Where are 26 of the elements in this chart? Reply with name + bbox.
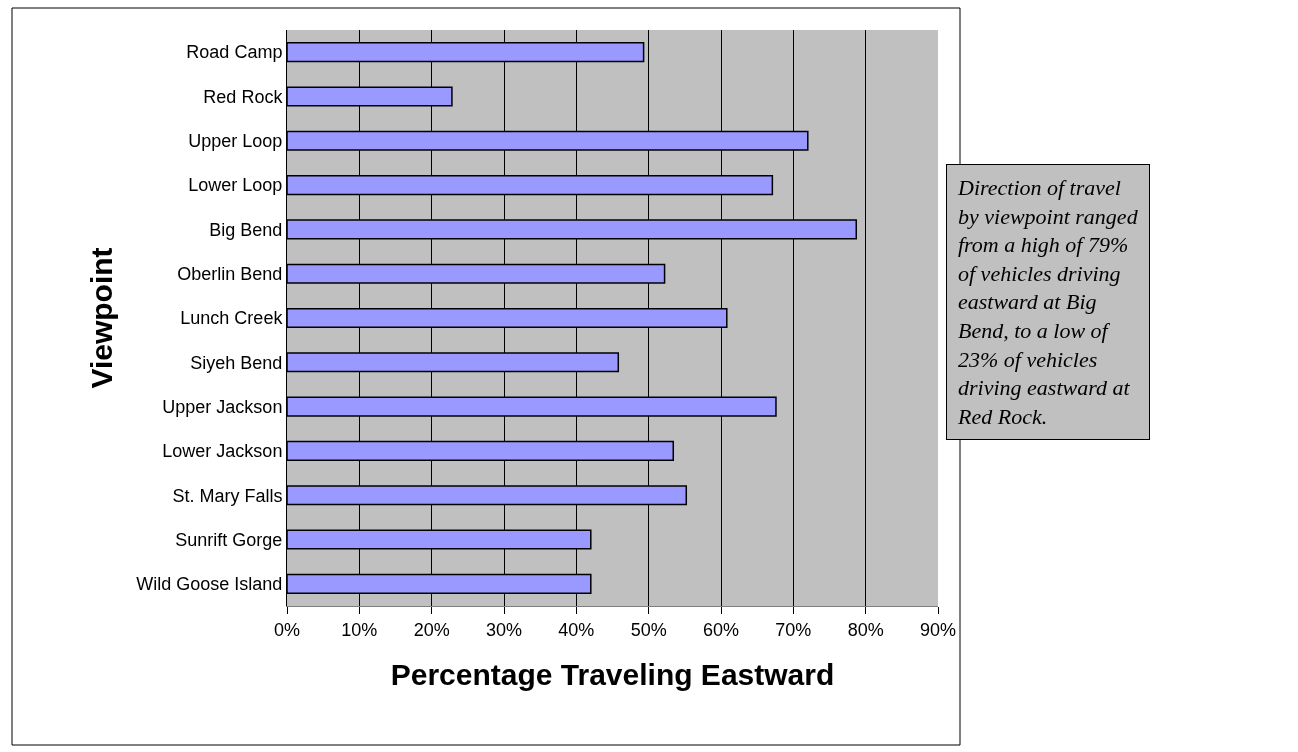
y-tick-label: Lower Jackson: [162, 441, 283, 462]
y-tick-label: Lunch Creek: [180, 308, 284, 329]
y-tick-label: Oberlin Bend: [177, 263, 283, 284]
x-tick-label: 10%: [341, 619, 378, 640]
x-tick-label: 60%: [702, 619, 740, 640]
y-axis-title: Viewpoint: [85, 247, 119, 389]
x-tick-label: 90%: [919, 619, 957, 640]
y-tick-label: Upper Loop: [188, 131, 283, 152]
x-tick-label: 0%: [273, 619, 301, 640]
y-tick-label: Red Rock: [203, 86, 284, 107]
y-tick-label: Big Bend: [209, 219, 283, 240]
text: Direction of travel by viewpoint ranged from a high of 79% of vehicles driving eastward at Big Bend, to a low of 23% of vehicles driving eastward at Red Rock.: [958, 175, 1138, 429]
y-tick-label: Sunrift Gorge: [175, 529, 283, 550]
x-axis-title: Percentage Traveling Eastward: [390, 658, 835, 692]
y-tick-label: Upper Jackson: [162, 396, 283, 417]
y-tick-label: Siyeh Bend: [190, 352, 283, 373]
y-tick-label: St. Mary Falls: [172, 485, 283, 506]
y-tick-label: Road Camp: [186, 42, 283, 63]
x-tick-label: 50%: [630, 619, 667, 640]
y-tick-label: Wild Goose Island: [136, 574, 283, 595]
y-tick-label: Lower Loop: [188, 175, 283, 196]
x-tick-label: 40%: [558, 619, 595, 640]
x-tick-label: 70%: [775, 619, 812, 640]
x-tick-label: 20%: [413, 619, 450, 640]
x-tick-label: 30%: [485, 619, 523, 640]
x-tick-label: 80%: [847, 619, 884, 640]
